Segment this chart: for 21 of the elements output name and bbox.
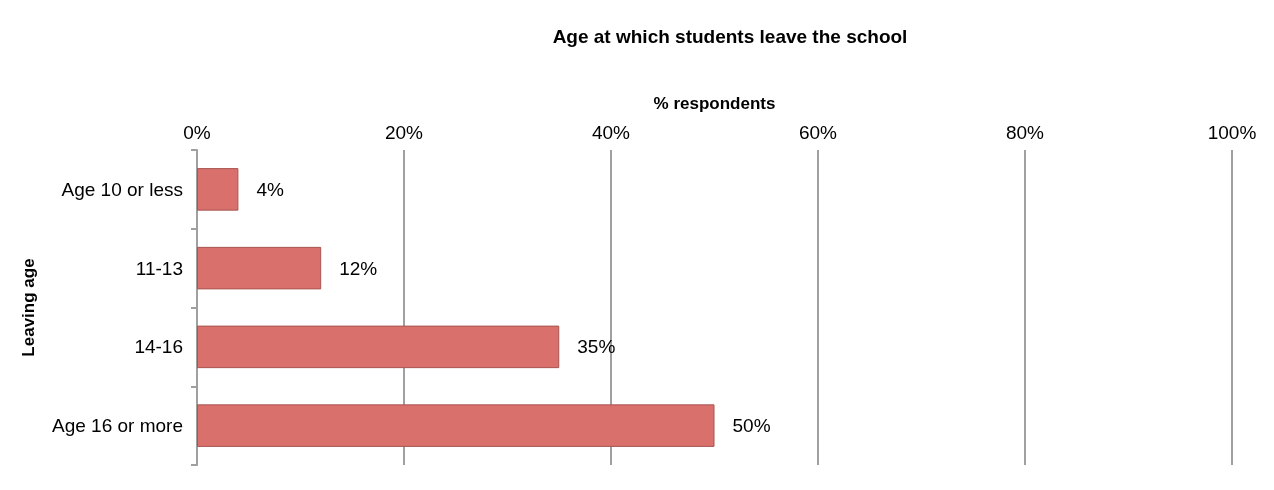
y-tick-label: Age 16 or more — [52, 415, 183, 437]
y-tick-label: 14-16 — [134, 336, 183, 358]
bar — [197, 325, 560, 369]
bar — [197, 246, 322, 290]
data-label: 4% — [256, 178, 284, 200]
data-label: 50% — [732, 415, 771, 437]
bar — [197, 404, 715, 447]
chart-title: Age at which students leave the school — [552, 26, 908, 47]
x-tick-label: 80% — [1005, 122, 1045, 143]
x-axis-title: % respondents — [653, 94, 776, 113]
y-tick-label: 11-13 — [135, 257, 183, 279]
x-tick-label: 20% — [384, 122, 424, 143]
data-label: 12% — [339, 257, 378, 279]
x-tick-label: 40% — [591, 122, 631, 143]
x-tick-label: 60% — [798, 122, 838, 143]
x-tick-label: 0% — [183, 122, 211, 143]
y-tick-label: Age 10 or less — [61, 178, 183, 200]
bar — [197, 168, 239, 211]
data-label: 35% — [577, 336, 616, 358]
y-axis-title: Leaving age — [19, 258, 38, 357]
x-tick-label: 100% — [1207, 122, 1257, 143]
